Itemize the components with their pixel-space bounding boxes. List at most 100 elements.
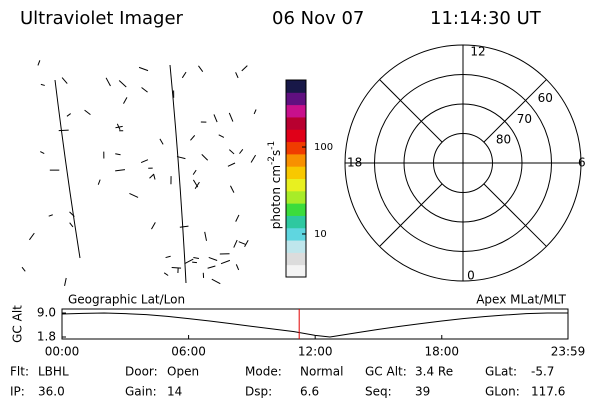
- color-step: [286, 227, 306, 241]
- label-part: s: [269, 150, 283, 156]
- noise-segment: [21, 266, 26, 272]
- field-value: 36.0: [38, 385, 65, 399]
- field-value: 39: [415, 385, 430, 399]
- noise-segment: [241, 65, 248, 72]
- x-tick-label: 06:00: [171, 345, 206, 359]
- noise-segment: [211, 278, 221, 285]
- lat-label: 70: [517, 112, 532, 126]
- noise-segment: [244, 239, 249, 247]
- noise-segment: [213, 114, 218, 123]
- noise-segment: [115, 169, 126, 172]
- noise-segment: [190, 135, 196, 141]
- noise-segment: [84, 109, 91, 116]
- noise-segment: [140, 159, 149, 164]
- spoke: [379, 183, 443, 247]
- color-step: [286, 129, 306, 143]
- noise-segment: [105, 77, 111, 87]
- noise-segment: [138, 66, 149, 72]
- y-tick-label: 1.8: [37, 330, 56, 344]
- noise-segment: [198, 65, 204, 72]
- noise-segment: [129, 192, 139, 198]
- y-axis-label: GC Alt: [11, 305, 25, 343]
- field-label: GLon:: [485, 385, 520, 399]
- noise-segment: [40, 83, 45, 86]
- field-label: GLat:: [485, 365, 517, 379]
- lat-label: 60: [538, 91, 553, 105]
- noise-segment: [176, 156, 186, 160]
- tick-label: 10: [314, 229, 327, 240]
- noise-segment: [29, 232, 35, 241]
- noise-segment: [194, 181, 200, 189]
- noise-segment: [159, 138, 164, 145]
- field-label: Seq:: [365, 385, 392, 399]
- noise-segment: [40, 151, 45, 155]
- x-tick-label: 23:59: [551, 345, 586, 359]
- field-value: 6.6: [300, 385, 319, 399]
- field-value: -5.7: [531, 365, 554, 379]
- noise-segment: [192, 169, 197, 175]
- noise-segment: [163, 272, 169, 276]
- noise-segment: [149, 173, 155, 179]
- field-value: Normal: [300, 365, 343, 379]
- noise-segment: [141, 87, 148, 93]
- lat-label: 80: [496, 133, 511, 147]
- mlt-label: 0: [467, 269, 475, 283]
- noise-segment: [253, 109, 257, 115]
- spoke: [379, 79, 443, 143]
- field-value: 14: [167, 385, 182, 399]
- color-step: [286, 166, 306, 179]
- field-label: Mode:: [245, 365, 282, 379]
- noise-segment: [171, 266, 182, 269]
- noise-segment: [184, 258, 194, 265]
- longitude-line: [169, 64, 187, 284]
- mlt-label: 6: [578, 156, 586, 170]
- mlt-label: 12: [470, 45, 485, 59]
- noise-segment: [115, 153, 121, 156]
- noise-segment: [208, 256, 218, 261]
- orbit-altitude: [61, 312, 568, 338]
- color-step: [286, 80, 306, 93]
- date: 06 Nov 07: [272, 8, 364, 29]
- color-step: [286, 141, 306, 155]
- noise-segment: [66, 113, 71, 117]
- noise-segment: [69, 222, 74, 228]
- colorbar: 10 100: [285, 79, 333, 278]
- color-step: [286, 153, 306, 167]
- noise-segment: [179, 225, 189, 228]
- noise-segment: [123, 97, 128, 104]
- colorbar-frame: [285, 79, 307, 278]
- title: Ultraviolet Imager: [20, 8, 184, 29]
- noise-segment: [192, 261, 197, 264]
- noise-segment: [116, 123, 121, 130]
- noise-segment: [233, 239, 238, 248]
- noise-segment: [220, 259, 231, 265]
- noise-segment: [37, 60, 41, 66]
- field-value: 3.4 Re: [415, 365, 453, 379]
- noise-segment: [238, 241, 246, 245]
- spoke: [483, 79, 547, 143]
- color-step: [286, 240, 306, 253]
- noise-segment: [64, 277, 67, 286]
- spoke: [483, 183, 547, 247]
- noise-segment: [235, 72, 239, 79]
- noise-segment: [218, 134, 225, 138]
- mlt-label: 18: [347, 156, 362, 170]
- field-value: Open: [167, 365, 199, 379]
- plot-frame: [61, 308, 569, 340]
- longitude-line: [54, 79, 81, 259]
- x-tick-label: 00:00: [45, 345, 80, 359]
- x-tick-label: 18:00: [424, 345, 459, 359]
- noise-segment: [229, 185, 235, 193]
- noise-segment: [118, 80, 127, 88]
- x-tick-label: 12:00: [298, 345, 333, 359]
- noise-segment: [228, 112, 234, 122]
- y-tick-label: 9.0: [37, 306, 56, 320]
- noise-segment: [235, 264, 240, 271]
- noise-segment: [69, 211, 75, 217]
- image-panel: [21, 60, 257, 286]
- label-sup: -1: [267, 141, 277, 150]
- field-value: LBHL: [38, 365, 69, 379]
- orbit-left-label: Geographic Lat/Lon: [68, 293, 185, 307]
- color-step: [286, 203, 306, 216]
